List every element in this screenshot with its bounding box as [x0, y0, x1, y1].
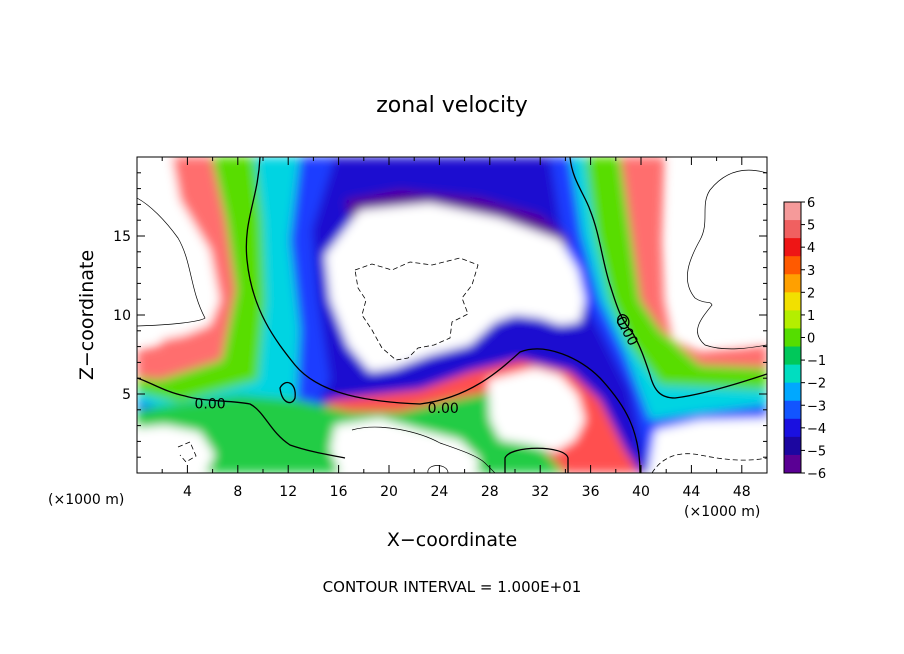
thin-contour-topleft — [137, 197, 206, 327]
field-void-bottom-left — [137, 425, 215, 473]
field-void-bottom-middle — [330, 418, 480, 473]
zero-contour-right — [569, 157, 767, 399]
colorbar-segment — [784, 418, 801, 438]
contour-label: 0.00 — [428, 401, 459, 417]
colorbar-tick-label: −2 — [807, 377, 826, 392]
colorbar-segment — [784, 346, 801, 366]
colorbar-tick-label: 1 — [807, 309, 815, 324]
x-axis-unit-left: (×1000 m) — [48, 492, 124, 508]
x-tick-label: 36 — [582, 484, 600, 500]
y-tick-label: 15 — [113, 229, 131, 245]
y-tick-label: 10 — [113, 308, 131, 324]
contour-label: 0.00 — [194, 396, 225, 412]
x-tick-label: 40 — [632, 484, 650, 500]
colorbar-tick-label: 6 — [807, 196, 815, 211]
colorbar-segment — [784, 220, 801, 239]
colorbar-tick-label: −5 — [807, 444, 826, 459]
field-void-right — [672, 157, 767, 345]
y-axis: 5 10 15 — [113, 172, 767, 458]
x-axis-unit-right: (×1000 m) — [684, 504, 760, 520]
colorbar-segment — [784, 256, 801, 275]
plot-area: 0.00 0.000.00 — [137, 157, 767, 473]
zero-contour-upper — [245, 157, 641, 473]
colorbar-segment — [784, 238, 801, 257]
field-band-purple — [345, 190, 570, 250]
x-tick-label: 24 — [430, 484, 448, 500]
colorbar-segment — [784, 292, 801, 311]
thin-contours — [137, 169, 767, 473]
field-void-bottom-right — [648, 418, 767, 473]
colorbar-tick-label: −6 — [807, 467, 826, 482]
thin-contour-right — [687, 169, 767, 350]
dashed-contours — [177, 257, 767, 473]
colorbar: 6 5 4 3 2 1 0 −1 −2 −3 −4 −5 −6 — [783, 196, 826, 482]
thin-contour-bottom-circle — [427, 465, 449, 473]
x-tick-label: 16 — [330, 484, 348, 500]
field-void-left — [137, 157, 220, 345]
x-tick-label: 20 — [380, 484, 398, 500]
zero-contour-loop-mid — [279, 381, 296, 404]
colorbar-segment — [784, 364, 801, 384]
dashed-contour-bottomright — [651, 453, 767, 473]
chart-title: zonal velocity — [376, 93, 528, 118]
x-tick-label: 44 — [682, 484, 700, 500]
colorbar-tick-label: −4 — [807, 422, 826, 437]
thin-contour-bottom — [351, 426, 496, 473]
colorbar-segment — [784, 454, 801, 474]
colorbar-tick-label: 2 — [807, 286, 815, 301]
y-tick-label: 5 — [122, 387, 131, 403]
dashed-contour-upper — [354, 257, 479, 361]
dashed-contour-bottomleft — [177, 441, 197, 463]
x-tick-label: 8 — [233, 484, 242, 500]
colorbar-segment — [784, 202, 801, 221]
contour-interval-note: CONTOUR INTERVAL = 1.000E+01 — [323, 578, 582, 596]
colorbar-tick-label: 3 — [807, 264, 815, 279]
colorbar-tick-label: 0 — [807, 332, 815, 347]
velocity-field — [137, 157, 767, 473]
colorbar-tick-label: −3 — [807, 399, 826, 414]
x-tick-label: 48 — [733, 484, 751, 500]
colorbar-segment — [784, 436, 801, 456]
colorbar-tick-label: 5 — [807, 219, 815, 234]
colorbar-segment — [784, 274, 801, 293]
contour-label-text: 0.00 — [428, 401, 459, 417]
x-tick-label: 32 — [531, 484, 549, 500]
colorbar-segment — [784, 382, 801, 402]
colorbar-segment — [784, 310, 801, 329]
zero-contour-loop-right — [617, 314, 630, 330]
colorbar-tick-label: 4 — [807, 241, 815, 256]
x-axis: 4 8 12 16 20 24 28 32 36 40 44 48 — [161, 157, 751, 500]
x-axis-label: X−coordinate — [387, 529, 517, 551]
x-tick-label: 28 — [481, 484, 499, 500]
contour-lines — [137, 157, 767, 473]
colorbar-segment — [784, 328, 801, 348]
colorbar-tick-label: −1 — [807, 354, 826, 369]
x-tick-label: 4 — [183, 484, 192, 500]
y-axis-label: Z−coordinate — [76, 250, 98, 380]
zero-contour-loop-bottom — [504, 447, 569, 473]
contour-label-text: 0.00 — [194, 396, 225, 412]
zero-contour-left — [137, 377, 346, 459]
field-void-upper — [325, 203, 585, 372]
colorbar-segment — [784, 400, 801, 420]
x-tick-label: 12 — [279, 484, 297, 500]
field-void-lower — [488, 368, 585, 452]
